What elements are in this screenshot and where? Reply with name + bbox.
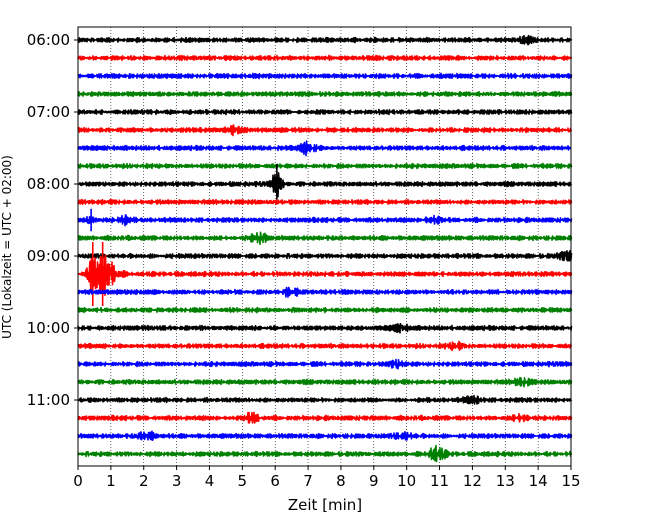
seismic-trace bbox=[77, 322, 573, 334]
x-tick-label: 2 bbox=[139, 472, 149, 490]
y-tick-label: 06:00 bbox=[27, 31, 70, 49]
grid-layer bbox=[110, 27, 539, 466]
seismic-trace bbox=[77, 444, 573, 463]
x-tick-label: 14 bbox=[529, 472, 548, 490]
y-tick-label: 09:00 bbox=[27, 247, 70, 265]
x-tick-label: 13 bbox=[496, 472, 515, 490]
seismic-trace bbox=[77, 394, 573, 405]
seismic-trace bbox=[77, 108, 573, 116]
seismic-trace bbox=[77, 54, 573, 62]
seismic-trace bbox=[77, 250, 573, 262]
x-tick-label: 11 bbox=[430, 472, 449, 490]
seismic-trace bbox=[77, 214, 573, 227]
seismic-trace bbox=[77, 34, 573, 46]
seismic-trace bbox=[77, 411, 573, 424]
y-axis-label: UTC (Lokalzeit = UTC + 02:00) bbox=[0, 155, 14, 339]
x-tick-label: 8 bbox=[336, 472, 346, 490]
seismic-trace bbox=[77, 140, 572, 157]
seismic-trace bbox=[77, 72, 573, 80]
seismic-trace bbox=[77, 162, 573, 170]
x-axis-label: Zeit [min] bbox=[288, 496, 362, 514]
x-tick-label: 6 bbox=[270, 472, 280, 490]
x-tick-label: 4 bbox=[205, 472, 215, 490]
y-tick-label: 10:00 bbox=[27, 319, 70, 337]
seismic-trace bbox=[77, 172, 573, 198]
x-tick-label: 0 bbox=[73, 472, 83, 490]
x-axis: 0 1 2 3 4 5 6 7 8 9 10 11 12 13 14 15 bbox=[73, 466, 581, 490]
x-tick-label: 9 bbox=[369, 472, 379, 490]
seismic-trace bbox=[77, 254, 573, 297]
y-tick-label: 07:00 bbox=[27, 103, 70, 121]
plot-frame bbox=[77, 26, 572, 467]
y-tick-label: 08:00 bbox=[27, 175, 70, 193]
trace-layer bbox=[77, 34, 573, 463]
y-tick-label: 11:00 bbox=[27, 391, 70, 409]
x-tick-label: 1 bbox=[106, 472, 116, 490]
seismic-trace bbox=[77, 90, 573, 98]
x-tick-label: 7 bbox=[303, 472, 313, 490]
x-tick-label: 15 bbox=[561, 472, 580, 490]
seismic-trace bbox=[77, 198, 573, 206]
seismic-trace bbox=[77, 231, 573, 246]
seismic-trace bbox=[77, 124, 573, 137]
seismic-trace bbox=[77, 306, 573, 314]
x-tick-label: 5 bbox=[238, 472, 248, 490]
seismic-trace bbox=[77, 376, 573, 388]
x-tick-label: 3 bbox=[172, 472, 182, 490]
x-tick-label: 12 bbox=[463, 472, 482, 490]
seismic-trace bbox=[77, 430, 573, 442]
seismic-trace bbox=[77, 358, 573, 370]
seismic-trace bbox=[77, 340, 573, 352]
y-axis: 06:00 07:00 08:00 09:00 10:00 11:00 bbox=[27, 31, 78, 409]
seismic-trace bbox=[77, 286, 573, 298]
x-tick-label: 10 bbox=[397, 472, 416, 490]
